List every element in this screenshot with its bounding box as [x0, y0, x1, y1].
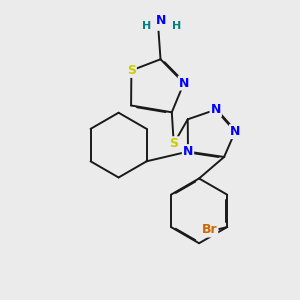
Text: S: S — [169, 137, 178, 150]
Text: H: H — [172, 21, 181, 31]
Text: S: S — [127, 64, 136, 77]
Text: N: N — [230, 125, 240, 138]
Text: N: N — [211, 103, 221, 116]
Text: N: N — [156, 14, 167, 26]
Text: N: N — [179, 76, 189, 90]
Text: Br: Br — [202, 224, 217, 236]
Text: H: H — [142, 21, 152, 31]
Text: N: N — [183, 145, 193, 158]
